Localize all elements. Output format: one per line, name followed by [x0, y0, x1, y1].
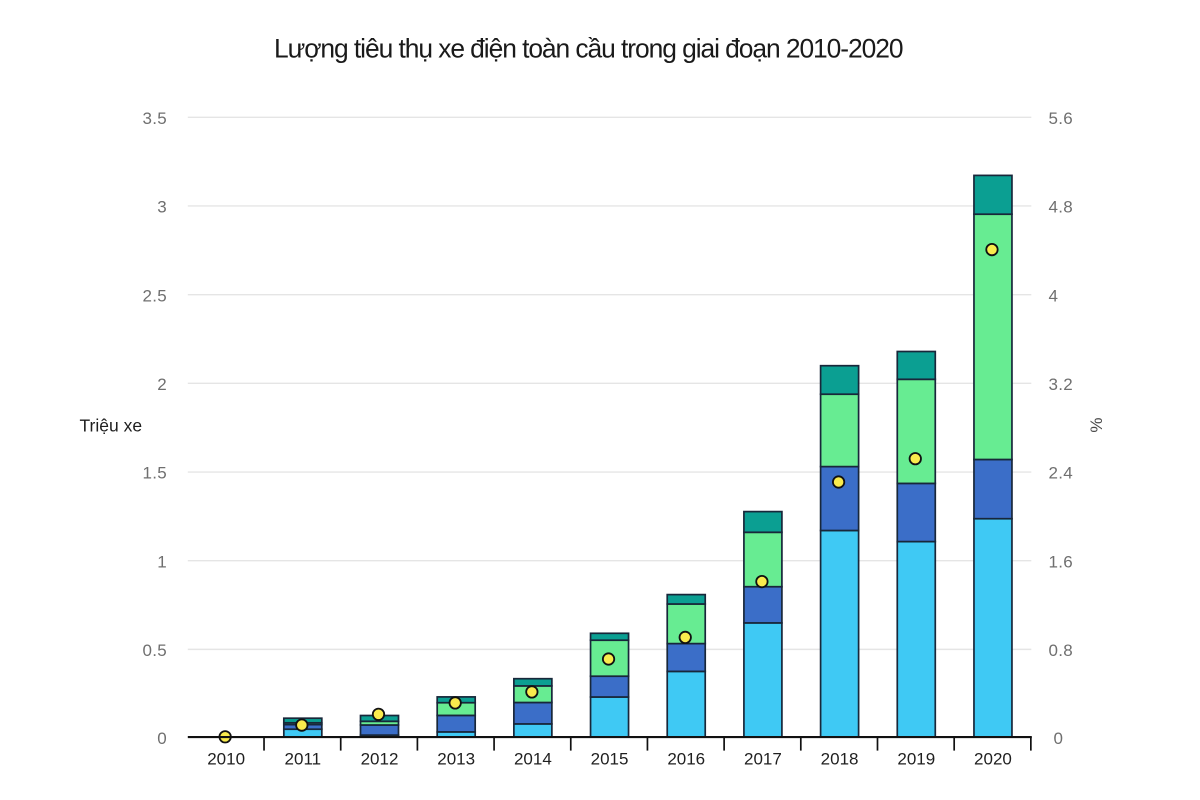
svg-text:2013: 2013: [437, 750, 475, 769]
svg-text:2: 2: [157, 375, 167, 394]
svg-text:0: 0: [1054, 729, 1064, 748]
svg-text:2.5: 2.5: [142, 286, 167, 305]
svg-text:2015: 2015: [591, 750, 629, 769]
svg-text:2010: 2010: [207, 750, 245, 769]
svg-text:Triệu xe: Triệu xe: [80, 415, 143, 435]
svg-text:Lượng tiêu thụ xe điện toàn cầ: Lượng tiêu thụ xe điện toàn cầu trong gi…: [274, 34, 904, 64]
svg-text:%: %: [1087, 417, 1106, 432]
svg-text:2012: 2012: [361, 750, 399, 769]
svg-text:2018: 2018: [821, 750, 859, 769]
svg-text:1.5: 1.5: [142, 464, 167, 483]
svg-text:3.5: 3.5: [142, 109, 167, 128]
svg-text:2020: 2020: [974, 750, 1012, 769]
svg-text:1.6: 1.6: [1049, 552, 1074, 571]
svg-text:2017: 2017: [744, 750, 782, 769]
svg-text:0: 0: [157, 729, 167, 748]
svg-text:3: 3: [157, 198, 167, 217]
svg-text:2014: 2014: [514, 750, 552, 769]
svg-text:2.4: 2.4: [1049, 464, 1074, 483]
svg-text:2016: 2016: [667, 750, 705, 769]
svg-text:4.8: 4.8: [1049, 198, 1074, 217]
svg-text:1: 1: [157, 552, 167, 571]
svg-text:0.5: 0.5: [142, 641, 167, 660]
svg-text:4: 4: [1049, 286, 1059, 305]
svg-text:0.8: 0.8: [1049, 641, 1074, 660]
svg-text:3.2: 3.2: [1049, 375, 1074, 394]
svg-text:5.6: 5.6: [1049, 109, 1074, 128]
svg-text:2011: 2011: [285, 750, 322, 769]
svg-text:2019: 2019: [897, 750, 935, 769]
